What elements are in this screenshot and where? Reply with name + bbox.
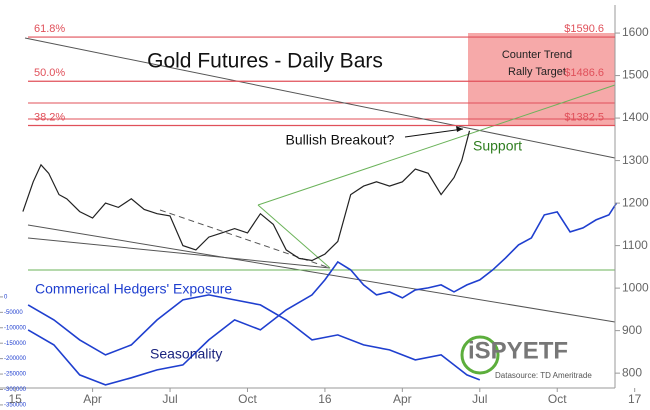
chart-title: Gold Futures - Daily Bars	[147, 50, 383, 73]
y-tick-label: 1100	[622, 238, 648, 252]
trend-line	[27, 237, 331, 269]
y2-tick-label: -100000	[4, 325, 27, 331]
fib-label: 61.8%	[34, 23, 65, 35]
logo-icon	[460, 335, 500, 375]
y-tick-label: 800	[622, 365, 642, 379]
trend-line	[24, 37, 616, 159]
series-line	[22, 130, 471, 262]
y-tick-label: 1600	[622, 25, 649, 39]
arrow	[404, 128, 464, 138]
x-tick-label: 15	[8, 392, 22, 406]
x-tick-label: Oct	[238, 392, 257, 406]
y2-tick-label: 0	[4, 294, 8, 300]
arrow-head	[456, 126, 463, 132]
y-tick-label: 900	[622, 323, 642, 337]
y2-tick-label: -150000	[4, 341, 27, 347]
series-label: Commerical Hedgers' Exposure	[35, 281, 232, 297]
annotation: Rally Target	[508, 66, 566, 78]
y-tick-label: 1500	[622, 68, 649, 82]
x-tick-label: Apr	[393, 392, 412, 406]
channel-line	[257, 84, 616, 206]
annotation: Bullish Breakout?	[286, 132, 395, 148]
y2-tick-label: -350000	[4, 402, 27, 408]
x-tick-label: 17	[628, 392, 642, 406]
plot	[22, 33, 618, 386]
series-line	[27, 202, 618, 386]
fib-label: 50.0%	[34, 67, 65, 79]
x-tick-label: Jul	[162, 392, 177, 406]
y2-tick-label: -250000	[4, 372, 27, 378]
y-tick-label: 1000	[622, 280, 649, 294]
x-tick-label: Oct	[548, 392, 567, 406]
y-tick-label: 1400	[622, 110, 649, 124]
y2-tick-label: -200000	[4, 356, 27, 362]
x-tick-label: Apr	[83, 392, 102, 406]
annotation: Counter Trend	[502, 49, 572, 61]
y-tick-label: 1300	[622, 153, 649, 167]
x-tick-label: 16	[318, 392, 332, 406]
annotation: Support	[473, 138, 522, 154]
fib-price: $1382.5	[564, 111, 604, 123]
x-tick-label: Jul	[472, 392, 487, 406]
y-tick-label: 1200	[622, 195, 649, 209]
series-label: Seasonality	[150, 346, 222, 362]
fib-price: $1486.6	[564, 67, 604, 79]
series-line	[27, 294, 481, 381]
y2-tick-label: -50000	[4, 310, 23, 316]
trend-line	[27, 224, 616, 323]
fib-label: 38.2%	[34, 111, 65, 123]
fib-price: $1590.6	[564, 23, 604, 35]
logo: iSPYETF	[468, 337, 568, 364]
source: Datasource: TD Ameritrade	[495, 371, 592, 380]
